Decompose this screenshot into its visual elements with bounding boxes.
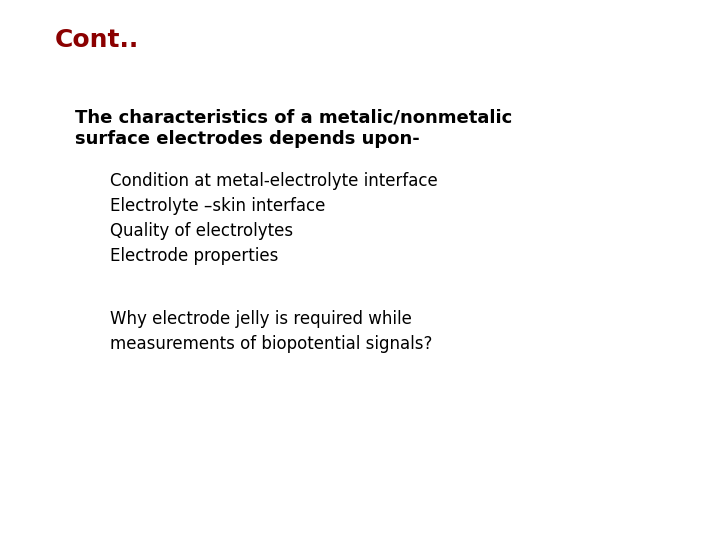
Text: Condition at metal-electrolyte interface: Condition at metal-electrolyte interface xyxy=(110,172,438,190)
Text: Cont..: Cont.. xyxy=(55,28,139,52)
Text: surface electrodes depends upon-: surface electrodes depends upon- xyxy=(75,130,420,148)
Text: Why electrode jelly is required while
measurements of biopotential signals?: Why electrode jelly is required while me… xyxy=(110,310,433,353)
Text: Electrode properties: Electrode properties xyxy=(110,247,279,265)
Text: Electrolyte –skin interface: Electrolyte –skin interface xyxy=(110,197,325,215)
Text: The characteristics of a metalic/nonmetalic: The characteristics of a metalic/nonmeta… xyxy=(75,108,512,126)
Text: Quality of electrolytes: Quality of electrolytes xyxy=(110,222,293,240)
